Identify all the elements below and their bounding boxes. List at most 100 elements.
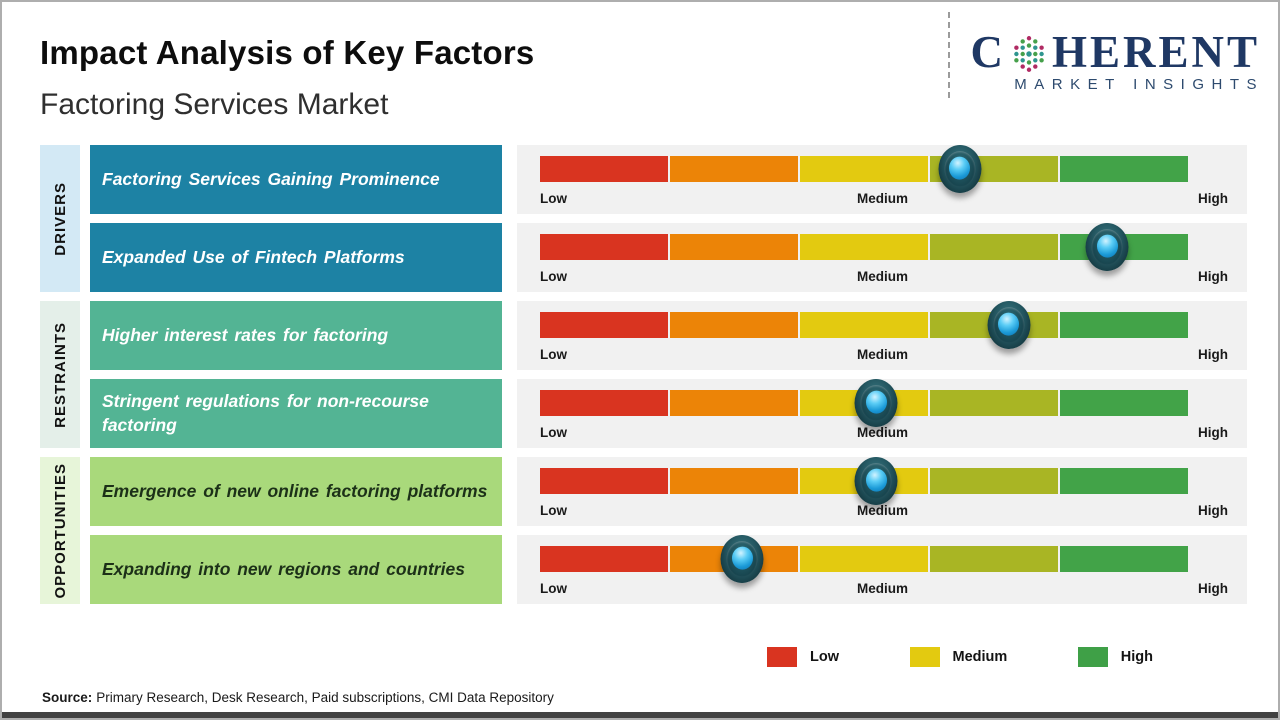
source-label: Source: xyxy=(42,690,93,705)
impact-marker-orb xyxy=(987,301,1030,349)
bar-segment xyxy=(540,468,668,494)
legend-item-medium: Medium xyxy=(909,647,1008,667)
scale-labels: Low Medium High xyxy=(540,191,1228,206)
impact-bar xyxy=(540,457,1188,505)
bar-segment xyxy=(1060,546,1188,572)
scale-label-high: High xyxy=(1197,425,1228,440)
scale-label-medium: Medium xyxy=(856,269,908,284)
scale-label-medium: Medium xyxy=(856,347,908,362)
factor-label: Expanded Use of Fintech Platforms xyxy=(102,246,405,267)
factor-box: Emergence of new online factoring platfo… xyxy=(90,457,502,526)
factor-box: Expanding into new regions and countries xyxy=(90,535,502,604)
impact-row: Higher interest rates for factoring xyxy=(90,301,1247,370)
logo-wordmark: HERENT xyxy=(1051,27,1260,77)
bar-segment xyxy=(540,156,668,182)
impact-marker-orb xyxy=(854,457,898,505)
legend-label: High xyxy=(1120,649,1153,665)
source-line: Source: Primary Research, Desk Research, … xyxy=(42,690,554,705)
group-drivers: DRIVERS Factoring Services Gaining Promi… xyxy=(40,145,1247,292)
scale-labels: Low Medium High xyxy=(540,503,1228,518)
impact-row: Expanding into new regions and countries xyxy=(90,535,1247,604)
bar-segment xyxy=(540,546,668,572)
bar-segment xyxy=(670,390,798,416)
group-label: DRIVERS xyxy=(51,181,69,256)
scale-labels: Low Medium High xyxy=(540,425,1228,440)
bar-segment xyxy=(540,390,668,416)
bar-segment xyxy=(800,546,928,572)
impact-bar-panel: Low Medium High xyxy=(517,301,1247,370)
scale-label-high: High xyxy=(1197,503,1228,518)
bar-segment xyxy=(1060,390,1188,416)
group-label: RESTRAINTS xyxy=(51,321,69,428)
page-subtitle: Factoring Services Market xyxy=(40,88,389,121)
scale-label-medium: Medium xyxy=(856,503,908,518)
scale-label-low: Low xyxy=(540,503,567,518)
factor-label: Stringent regulations for non-recourse f… xyxy=(102,390,429,435)
legend-swatch-low xyxy=(767,647,797,667)
legend-label: Medium xyxy=(952,649,1008,665)
impact-marker-orb xyxy=(1085,223,1129,271)
factor-label: Emergence of new online factoring platfo… xyxy=(102,480,488,501)
scale-label-high: High xyxy=(1197,191,1228,206)
bar-segment xyxy=(930,468,1058,494)
scale-label-low: Low xyxy=(540,269,567,284)
impact-row: Factoring Services Gaining Prominence xyxy=(90,145,1247,214)
bar-segment xyxy=(800,312,928,338)
factor-box: Factoring Services Gaining Prominence xyxy=(90,145,502,214)
scale-label-medium: Medium xyxy=(856,425,908,440)
scale-labels: Low Medium High xyxy=(540,347,1228,362)
impact-bar-panel: Low Medium High xyxy=(517,457,1247,526)
impact-marker-orb xyxy=(938,145,982,193)
factor-label: Factoring Services Gaining Prominence xyxy=(102,168,440,189)
impact-matrix: DRIVERS Factoring Services Gaining Promi… xyxy=(40,145,1247,613)
impact-bar xyxy=(540,223,1188,271)
impact-row: Expanded Use of Fintech Platforms L xyxy=(90,223,1247,292)
legend-item-low: Low xyxy=(767,647,839,667)
bar-segment xyxy=(670,234,798,260)
bar-segment xyxy=(930,390,1058,416)
bar-segment xyxy=(930,546,1058,572)
source-text: Primary Research, Desk Research, Paid su… xyxy=(96,690,554,705)
logo-divider xyxy=(948,12,950,98)
scale-label-medium: Medium xyxy=(856,581,908,596)
scale-label-low: Low xyxy=(540,425,567,440)
scale-label-low: Low xyxy=(540,191,567,206)
group-strip-restraints: RESTRAINTS xyxy=(40,301,80,448)
impact-row: Emergence of new online factoring platfo… xyxy=(90,457,1247,526)
scale-labels: Low Medium High xyxy=(540,269,1228,284)
scale-label-high: High xyxy=(1197,581,1228,596)
factor-box: Stringent regulations for non-recourse f… xyxy=(90,379,502,448)
scale-label-high: High xyxy=(1197,347,1228,362)
scale-label-medium: Medium xyxy=(856,191,908,206)
group-strip-drivers: DRIVERS xyxy=(40,145,80,292)
bar-segment xyxy=(670,312,798,338)
bar-segment xyxy=(670,468,798,494)
legend-swatch-medium xyxy=(909,647,940,667)
bar-segment xyxy=(670,156,798,182)
scale-label-low: Low xyxy=(540,581,567,596)
factor-label: Higher interest rates for factoring xyxy=(102,324,389,345)
group-label: OPPORTUNITIES xyxy=(51,462,69,599)
impact-marker-orb xyxy=(720,535,764,583)
impact-bar xyxy=(540,145,1188,193)
legend-label: Low xyxy=(810,649,839,665)
scale-labels: Low Medium High xyxy=(540,581,1228,596)
group-strip-opportunities: OPPORTUNITIES xyxy=(40,457,80,604)
group-restraints: RESTRAINTS Higher interest rates for fac… xyxy=(40,301,1247,448)
impact-row: Stringent regulations for non-recourse f… xyxy=(90,379,1247,448)
legend-swatch-high xyxy=(1077,647,1108,667)
legend: Low Medium High xyxy=(767,647,1153,667)
impact-bar xyxy=(540,301,1188,349)
logo-letter-c: C xyxy=(970,27,1006,77)
bar-segment xyxy=(1060,312,1188,338)
bar-segment xyxy=(540,312,668,338)
bar-segment xyxy=(930,234,1058,260)
impact-bar xyxy=(540,535,1188,583)
factor-box: Expanded Use of Fintech Platforms xyxy=(90,223,502,292)
impact-bar-panel: Low Medium High xyxy=(517,379,1247,448)
factor-box: Higher interest rates for factoring xyxy=(90,301,502,370)
bar-segment xyxy=(1060,468,1188,494)
impact-bar-panel: Low Medium High xyxy=(517,535,1247,604)
logo-tagline: MARKET INSIGHTS xyxy=(1014,76,1264,93)
